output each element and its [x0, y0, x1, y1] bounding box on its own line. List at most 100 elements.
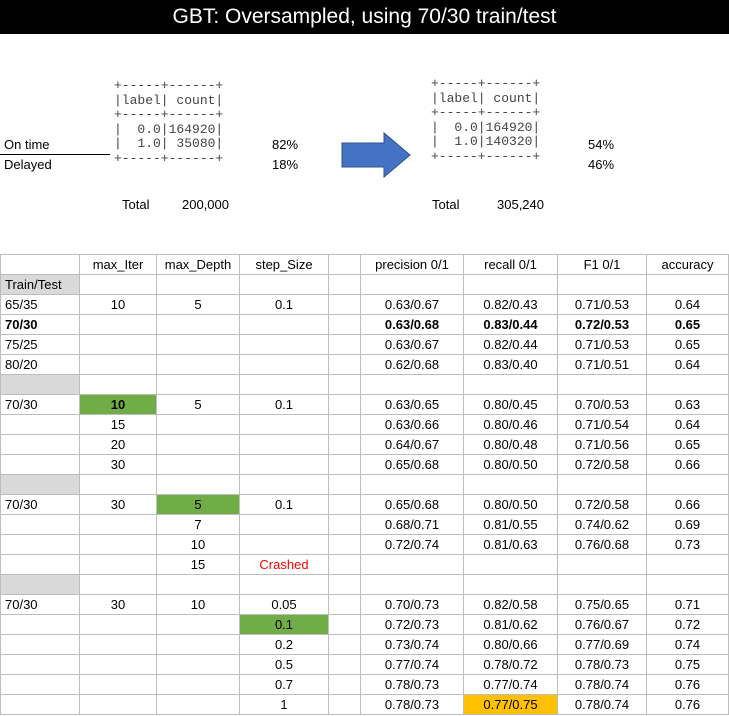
cell-max-depth: 5 [156, 394, 240, 415]
cell-f1: 0.75/0.65 [557, 594, 647, 615]
cell-max-iter [79, 534, 157, 555]
header-max-iter: max_Iter [79, 254, 157, 275]
left-total-label: Total [122, 197, 150, 212]
ontime-percent: 82% [272, 137, 299, 152]
cell-train-test: Train/Test [0, 274, 80, 295]
cell-f1: 0.71/0.56 [557, 434, 647, 455]
cell-recall: 0.81/0.63 [463, 534, 558, 555]
cell-precision: 0.63/0.68 [360, 314, 464, 335]
cell-max-iter [79, 574, 157, 595]
cell-step-size [239, 454, 329, 475]
cell-recall [463, 574, 558, 595]
cell-precision: 0.72/0.73 [360, 614, 464, 635]
cell-step-size [239, 334, 329, 355]
cell-spacer [328, 354, 361, 375]
cell-max-depth [156, 574, 240, 595]
cell-train-test: 70/30 [0, 314, 80, 335]
ontime-label: On time [4, 137, 50, 152]
table-row: 75/25 0.63/0.67 0.82/0.44 0.71/0.53 0.65 [0, 334, 729, 355]
cell-accuracy: 0.65 [646, 434, 729, 455]
cell-max-depth [156, 674, 240, 695]
cell-recall [463, 274, 558, 295]
cell-step-size [239, 474, 329, 495]
cell-train-test: 80/20 [0, 354, 80, 375]
cell-accuracy: 0.76 [646, 674, 729, 695]
cell-step-size: 0.5 [239, 654, 329, 675]
cell-train-test [0, 374, 80, 395]
cell-max-iter [79, 314, 157, 335]
cell-recall: 0.80/0.50 [463, 494, 558, 515]
cell-max-iter [79, 614, 157, 635]
cell-step-size: 1 [239, 694, 329, 715]
cell-train-test: 70/30 [0, 494, 80, 515]
cell-max-iter [79, 694, 157, 715]
cell-recall: 0.80/0.46 [463, 414, 558, 435]
cell-accuracy [646, 374, 729, 395]
cell-step-size [239, 274, 329, 295]
cell-step-size [239, 414, 329, 435]
header-accuracy: accuracy [646, 254, 729, 275]
cell-max-iter: 30 [79, 594, 157, 615]
cell-precision [360, 274, 464, 295]
cell-precision: 0.63/0.65 [360, 394, 464, 415]
cell-step-size [239, 354, 329, 375]
cell-train-test [0, 634, 80, 655]
header-train-test [0, 254, 80, 275]
cell-train-test [0, 694, 80, 715]
cell-train-test: 70/30 [0, 594, 80, 615]
cell-train-test [0, 574, 80, 595]
cell-spacer [328, 554, 361, 575]
cell-max-depth: 7 [156, 514, 240, 535]
right-arrow-icon [341, 131, 411, 179]
cell-step-size: 0.2 [239, 634, 329, 655]
cell-precision: 0.63/0.67 [360, 334, 464, 355]
cell-spacer [328, 514, 361, 535]
cell-max-depth [156, 314, 240, 335]
cell-spacer [328, 454, 361, 475]
cell-precision: 0.63/0.67 [360, 294, 464, 315]
cell-step-size [239, 374, 329, 395]
cell-max-depth: 5 [156, 494, 240, 515]
cell-recall: 0.78/0.72 [463, 654, 558, 675]
cell-precision: 0.73/0.74 [360, 634, 464, 655]
cell-precision: 0.72/0.74 [360, 534, 464, 555]
header-step-size: step_Size [239, 254, 329, 275]
cell-f1: 0.72/0.58 [557, 494, 647, 515]
cell-accuracy: 0.71 [646, 594, 729, 615]
cell-max-iter [79, 334, 157, 355]
cell-f1: 0.72/0.53 [557, 314, 647, 335]
cell-f1: 0.71/0.53 [557, 294, 647, 315]
table-row: Train/Test [0, 274, 729, 295]
cell-recall: 0.83/0.44 [463, 314, 558, 335]
cell-accuracy: 0.65 [646, 334, 729, 355]
cell-spacer [328, 414, 361, 435]
table-row: 80/20 0.62/0.68 0.83/0.40 0.71/0.51 0.64 [0, 354, 729, 375]
table-row: 10 0.72/0.74 0.81/0.63 0.76/0.68 0.73 [0, 534, 729, 555]
cell-train-test [0, 414, 80, 435]
table-row: 0.7 0.78/0.73 0.77/0.74 0.78/0.74 0.76 [0, 674, 729, 695]
cell-accuracy [646, 554, 729, 575]
cell-recall: 0.82/0.43 [463, 294, 558, 315]
cell-max-iter: 30 [79, 494, 157, 515]
right-class1-percent: 46% [588, 157, 615, 172]
cell-accuracy [646, 274, 729, 295]
cell-spacer [328, 654, 361, 675]
table-row [0, 574, 729, 595]
cell-f1 [557, 374, 647, 395]
cell-spacer [328, 374, 361, 395]
cell-max-depth [156, 354, 240, 375]
cell-f1: 0.74/0.62 [557, 514, 647, 535]
cell-max-depth [156, 334, 240, 355]
cell-max-depth [156, 274, 240, 295]
cell-max-depth [156, 694, 240, 715]
table-row: 70/30 30 10 0.05 0.70/0.73 0.82/0.58 0.75/0.65… [0, 594, 729, 615]
cell-max-iter [79, 654, 157, 675]
table-row: 70/30 10 5 0.1 0.63/0.65 0.80/0.45 0.70/0.53 0.… [0, 394, 729, 415]
cell-spacer [328, 314, 361, 335]
cell-recall: 0.81/0.55 [463, 514, 558, 535]
cell-accuracy: 0.66 [646, 494, 729, 515]
cell-recall: 0.77/0.74 [463, 674, 558, 695]
cell-f1 [557, 554, 647, 575]
cell-step-size: 0.05 [239, 594, 329, 615]
original-count-table: +-----+------+ |label| count| +-----+---… [114, 78, 224, 166]
